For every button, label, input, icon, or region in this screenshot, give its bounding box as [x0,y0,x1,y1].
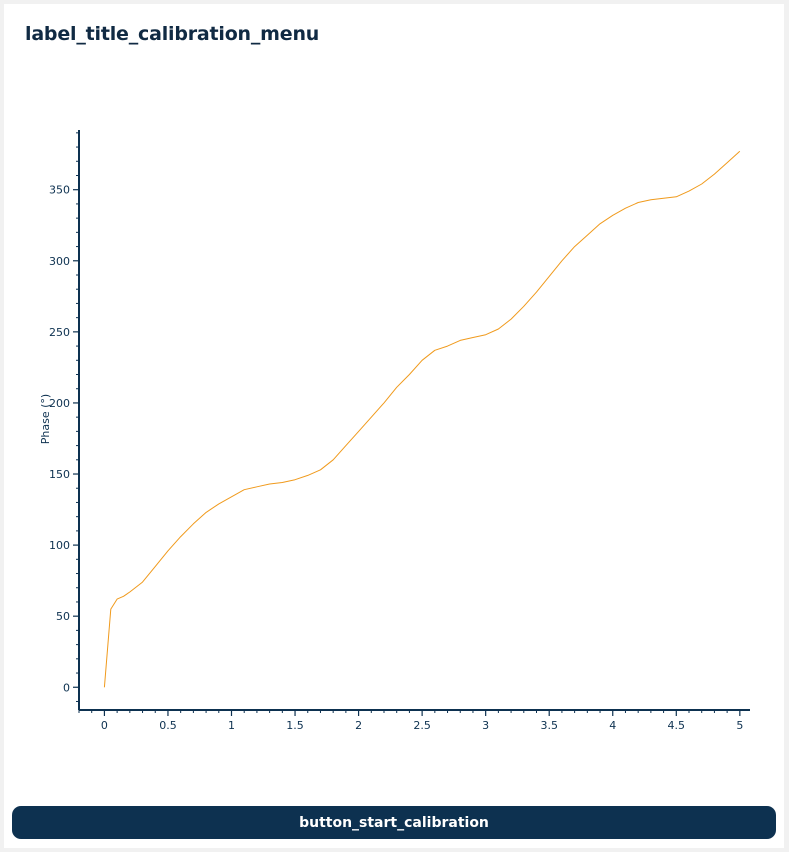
y-tick-label: 350 [49,184,70,197]
x-tick-label: 2.5 [413,719,431,732]
x-tick-label: 0.5 [159,719,177,732]
chart-layer: 0 50 100 150 200 250 300 350 0 0.5 1 1.5 2 2.5 3 3.5 4 4.… [39,130,750,732]
y-tick-label: 0 [63,681,70,694]
y-tick-label: 50 [56,610,70,623]
x-tick-label: 3 [482,719,489,732]
x-tick-label: 5 [736,719,743,732]
x-tick-label: 1.5 [286,719,304,732]
y-tick-label: 100 [49,539,70,552]
y-tick-label: 200 [49,397,70,410]
start-calibration-button[interactable]: button_start_calibration [12,806,776,839]
y-axis-label: Phase (°) [39,394,52,444]
calibration-panel: label_title_calibration_menu 0 50 100 150 20… [4,4,784,848]
page-title: label_title_calibration_menu [25,23,320,45]
phase-chart: 0 50 100 150 200 250 300 350 0 0.5 1 1.5 2 2.5 3 3.5 4 4.… [39,130,750,732]
y-tick-label: 300 [49,255,70,268]
y-tick-label: 150 [49,468,70,481]
x-tick-label: 1 [228,719,235,732]
x-tick-label: 2 [355,719,362,732]
x-tick-label: 3.5 [540,719,558,732]
y-tick-label: 250 [49,326,70,339]
phase-series-line [103,150,741,688]
x-tick-label: 4.5 [668,719,686,732]
x-tick-label: 0 [101,719,108,732]
x-tick-label: 4 [609,719,616,732]
